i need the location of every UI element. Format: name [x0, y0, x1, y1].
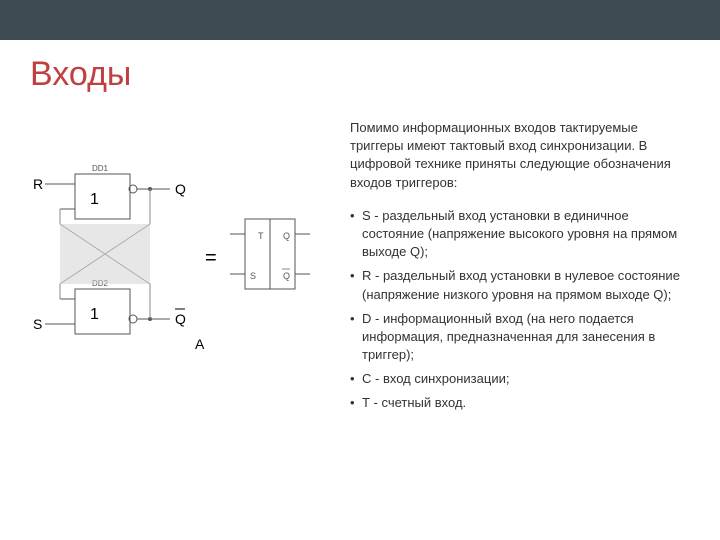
top-bar [0, 0, 720, 40]
content-row: 1 DD1 R Q 1 DD2 [30, 119, 690, 419]
r-label: R [33, 176, 43, 192]
gate-one-label: 1 [90, 191, 99, 208]
main-container: Входы 1 DD1 R Q [0, 40, 720, 429]
list-item: R - раздельный вход установки в нулевое … [350, 267, 690, 303]
intro-paragraph: Помимо информационных входов тактируемые… [350, 119, 690, 192]
dd1-label: DD1 [92, 164, 109, 173]
equals-label: = [205, 247, 217, 269]
text-area: Помимо информационных входов тактируемые… [350, 119, 690, 419]
svg-text:Q: Q [283, 231, 290, 241]
q-label: Q [175, 181, 186, 197]
page-title: Входы [30, 55, 690, 94]
gate-one-label-2: 1 [90, 306, 99, 323]
a-label: A [195, 336, 205, 352]
svg-text:Q: Q [283, 271, 290, 281]
list-item: D - информационный вход (на него подаетс… [350, 310, 690, 365]
bullet-list: S - раздельный вход установки в единично… [350, 207, 690, 413]
qbar-label: Q [175, 311, 186, 327]
list-item: С - вход синхронизации; [350, 370, 690, 388]
t-label: T [258, 231, 264, 241]
svg-text:S: S [250, 271, 256, 281]
s-label: S [33, 316, 42, 332]
list-item: Т - счетный вход. [350, 394, 690, 412]
trigger-diagram: 1 DD1 R Q 1 DD2 [30, 149, 330, 409]
diagram-area: 1 DD1 R Q 1 DD2 [30, 119, 330, 419]
list-item: S - раздельный вход установки в единично… [350, 207, 690, 262]
